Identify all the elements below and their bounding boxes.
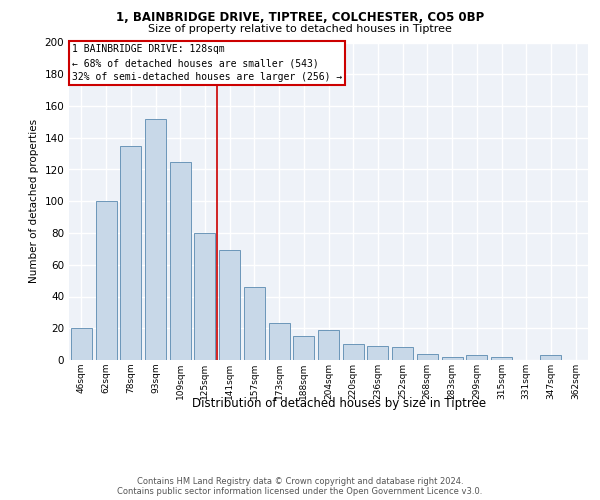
Bar <box>541 355 562 360</box>
Bar <box>417 354 438 360</box>
Text: Size of property relative to detached houses in Tiptree: Size of property relative to detached ho… <box>148 24 452 34</box>
Bar <box>392 348 413 360</box>
Text: 1, BAINBRIDGE DRIVE, TIPTREE, COLCHESTER, CO5 0BP: 1, BAINBRIDGE DRIVE, TIPTREE, COLCHESTER… <box>116 11 484 24</box>
Text: Contains HM Land Registry data © Crown copyright and database right 2024.: Contains HM Land Registry data © Crown c… <box>137 477 463 486</box>
Bar <box>293 336 314 360</box>
Bar <box>367 346 388 360</box>
Bar <box>170 162 191 360</box>
Bar <box>343 344 364 360</box>
Bar <box>466 355 487 360</box>
Y-axis label: Number of detached properties: Number of detached properties <box>29 119 39 284</box>
Text: Contains public sector information licensed under the Open Government Licence v3: Contains public sector information licen… <box>118 487 482 496</box>
Bar <box>442 357 463 360</box>
Bar <box>71 328 92 360</box>
Bar <box>269 324 290 360</box>
Text: 1 BAINBRIDGE DRIVE: 128sqm
← 68% of detached houses are smaller (543)
32% of sem: 1 BAINBRIDGE DRIVE: 128sqm ← 68% of deta… <box>71 44 342 82</box>
Bar <box>145 118 166 360</box>
Bar <box>194 233 215 360</box>
Bar <box>120 146 141 360</box>
Bar <box>244 287 265 360</box>
Text: Distribution of detached houses by size in Tiptree: Distribution of detached houses by size … <box>192 398 486 410</box>
Bar <box>491 357 512 360</box>
Bar <box>219 250 240 360</box>
Bar <box>95 201 116 360</box>
Bar <box>318 330 339 360</box>
